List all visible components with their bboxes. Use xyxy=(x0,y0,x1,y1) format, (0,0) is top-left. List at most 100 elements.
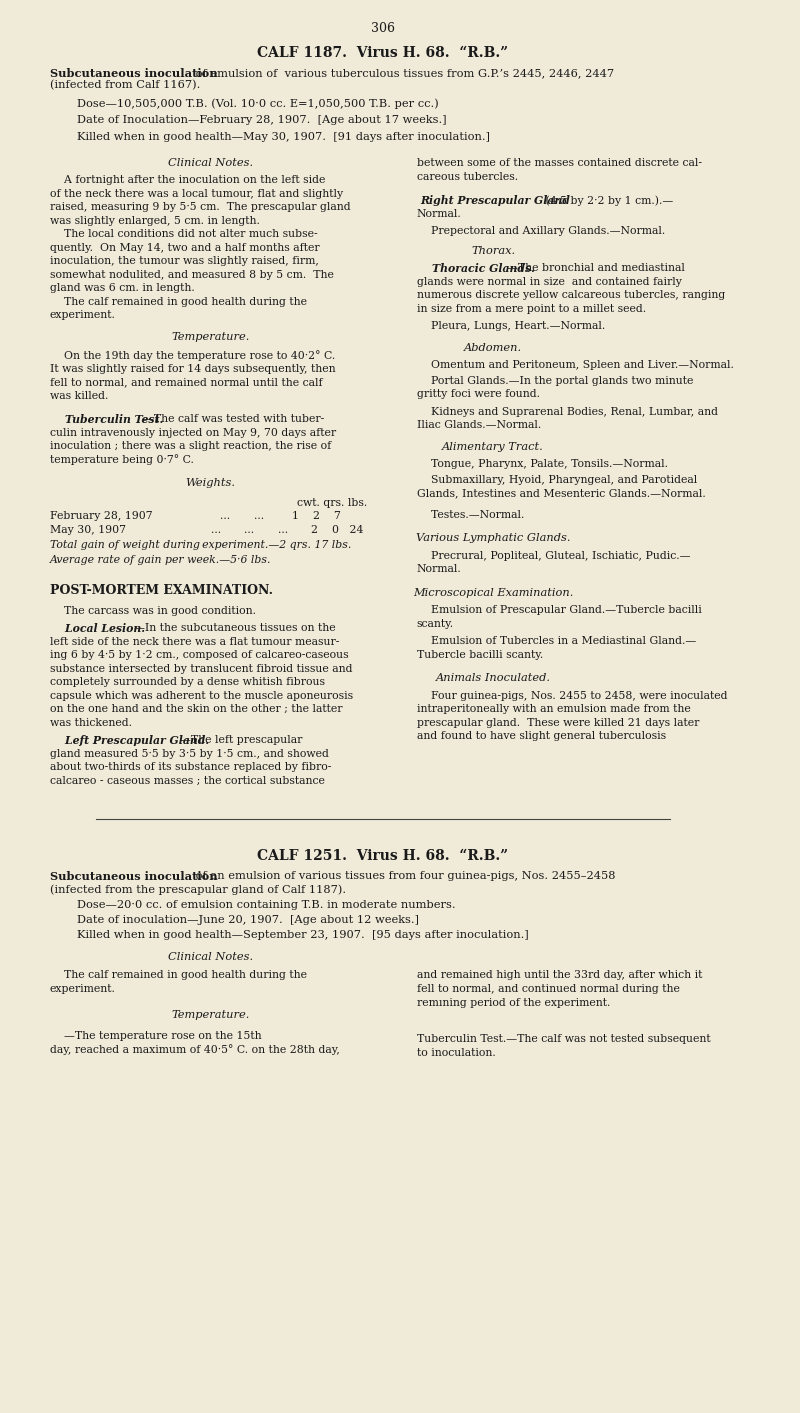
Text: capsule which was adherent to the muscle aponeurosis: capsule which was adherent to the muscle… xyxy=(50,691,353,701)
Text: Tongue, Pharynx, Palate, Tonsils.—Normal.: Tongue, Pharynx, Palate, Tonsils.—Normal… xyxy=(417,459,667,469)
Text: It was slightly raised for 14 days subsequently, then: It was slightly raised for 14 days subse… xyxy=(50,363,335,373)
Text: —The calf was tested with tuber-: —The calf was tested with tuber- xyxy=(142,414,324,424)
Text: to inoculation.: to inoculation. xyxy=(417,1047,495,1057)
Text: fell to normal, and continued normal during the: fell to normal, and continued normal dur… xyxy=(417,983,679,993)
Text: Temperature.: Temperature. xyxy=(171,332,250,342)
Text: ...: ... xyxy=(220,512,230,521)
Text: (infected from the prescapular gland of Calf 1187).: (infected from the prescapular gland of … xyxy=(50,885,346,894)
Text: Clinical Notes.: Clinical Notes. xyxy=(168,952,254,962)
Text: Emulsion of Tubercles in a Mediastinal Gland.—: Emulsion of Tubercles in a Mediastinal G… xyxy=(417,636,696,646)
Text: Killed when in good health—September 23, 1907.  [95 days after inoculation.]: Killed when in good health—September 23,… xyxy=(77,930,528,940)
Text: 2    0   24: 2 0 24 xyxy=(311,524,363,534)
Text: Microscopical Examination.: Microscopical Examination. xyxy=(413,588,574,598)
Text: May 30, 1907: May 30, 1907 xyxy=(50,524,126,534)
Text: gritty foci were found.: gritty foci were found. xyxy=(417,389,539,398)
Text: and found to have slight general tuberculosis: and found to have slight general tubercu… xyxy=(417,731,666,740)
Text: substance intersected by translucent fibroid tissue and: substance intersected by translucent fib… xyxy=(50,664,352,674)
Text: calcareo - caseous masses ; the cortical substance: calcareo - caseous masses ; the cortical… xyxy=(50,776,325,786)
Text: Precrural, Popliteal, Gluteal, Ischiatic, Pudic.—: Precrural, Popliteal, Gluteal, Ischiatic… xyxy=(417,551,690,561)
Text: Local Lesion.: Local Lesion. xyxy=(50,623,145,634)
Text: inoculation ; there was a slight reaction, the rise of: inoculation ; there was a slight reactio… xyxy=(50,441,331,451)
Text: Pleura, Lungs, Heart.—Normal.: Pleura, Lungs, Heart.—Normal. xyxy=(417,321,605,331)
Text: ...: ... xyxy=(244,524,254,534)
Text: ...: ... xyxy=(210,524,221,534)
Text: scanty.: scanty. xyxy=(417,619,454,629)
Text: experiment.: experiment. xyxy=(50,309,116,319)
Text: The carcass was in good condition.: The carcass was in good condition. xyxy=(50,606,256,616)
Text: Dose—10,505,000 T.B. (Vol. 10·0 cc. E=1,050,500 T.B. per cc.): Dose—10,505,000 T.B. (Vol. 10·0 cc. E=1,… xyxy=(77,97,438,109)
Text: Thorax.: Thorax. xyxy=(471,246,515,256)
Text: Emulsion of Prescapular Gland.—Tubercle bacilli: Emulsion of Prescapular Gland.—Tubercle … xyxy=(417,605,702,615)
Text: Animals Inoculated.: Animals Inoculated. xyxy=(436,673,550,682)
Text: CALF 1187.  Virus H. 68.  “R.B.”: CALF 1187. Virus H. 68. “R.B.” xyxy=(258,47,509,59)
Text: Tuberculin Test.: Tuberculin Test. xyxy=(50,414,163,425)
Text: and remained high until the 33rd day, after which it: and remained high until the 33rd day, af… xyxy=(417,971,702,981)
Text: remıning period of the experiment.: remıning period of the experiment. xyxy=(417,998,610,1007)
Text: The local conditions did not alter much subse-: The local conditions did not alter much … xyxy=(50,229,318,239)
Text: Date of inoculation—June 20, 1907.  [Age about 12 weeks.]: Date of inoculation—June 20, 1907. [Age … xyxy=(77,916,418,926)
Text: Tuberculin Test.—The calf was not tested subsequent: Tuberculin Test.—The calf was not tested… xyxy=(417,1034,710,1044)
Text: Glands, Intestines and Mesenteric Glands.—Normal.: Glands, Intestines and Mesenteric Glands… xyxy=(417,487,706,497)
Text: Kidneys and Suprarenal Bodies, Renal, Lumbar, and: Kidneys and Suprarenal Bodies, Renal, Lu… xyxy=(417,407,718,417)
Text: in size from a mere point to a millet seed.: in size from a mere point to a millet se… xyxy=(417,304,646,314)
Text: Portal Glands.—In the portal glands two minute: Portal Glands.—In the portal glands two … xyxy=(417,376,693,386)
Text: —The bronchial and mediastinal: —The bronchial and mediastinal xyxy=(507,263,686,273)
Text: Subcutaneous inoculation: Subcutaneous inoculation xyxy=(50,68,218,79)
Text: gland was 6 cm. in length.: gland was 6 cm. in length. xyxy=(50,283,194,292)
Text: Dose—20·0 cc. of emulsion containing T.B. in moderate numbers.: Dose—20·0 cc. of emulsion containing T.B… xyxy=(77,900,455,910)
Text: ...: ... xyxy=(254,512,264,521)
Text: Iliac Glands.—Normal.: Iliac Glands.—Normal. xyxy=(417,420,541,430)
Text: numerous discrete yellow calcareous tubercles, ranging: numerous discrete yellow calcareous tube… xyxy=(417,290,725,300)
Text: Normal.: Normal. xyxy=(417,209,462,219)
Text: was thickened.: was thickened. xyxy=(50,718,132,728)
Text: Weights.: Weights. xyxy=(186,478,236,487)
Text: Omentum and Peritoneum, Spleen and Liver.—Normal.: Omentum and Peritoneum, Spleen and Liver… xyxy=(417,360,734,370)
Text: fell to normal, and remained normal until the calf: fell to normal, and remained normal unti… xyxy=(50,377,322,387)
Text: ...: ... xyxy=(278,524,288,534)
Text: 1    2    7: 1 2 7 xyxy=(292,512,341,521)
Text: of an emulsion of various tissues from four guinea-pigs, Nos. 2455–2458: of an emulsion of various tissues from f… xyxy=(193,870,616,880)
Text: The calf remained in good health during the: The calf remained in good health during … xyxy=(50,297,306,307)
Text: The calf remained in good health during the: The calf remained in good health during … xyxy=(50,971,306,981)
Text: (4·5 by 2·2 by 1 cm.).—: (4·5 by 2·2 by 1 cm.).— xyxy=(542,195,673,205)
Text: careous tubercles.: careous tubercles. xyxy=(417,171,518,181)
Text: cwt. qrs. lbs.: cwt. qrs. lbs. xyxy=(297,497,367,507)
Text: was slightly enlarged, 5 cm. in length.: was slightly enlarged, 5 cm. in length. xyxy=(50,216,260,226)
Text: (infected from Calf 1167).: (infected from Calf 1167). xyxy=(50,81,200,90)
Text: Subcutaneous inoculation: Subcutaneous inoculation xyxy=(50,870,218,882)
Text: Date of Inoculation—February 28, 1907.  [Age about 17 weeks.]: Date of Inoculation—February 28, 1907. [… xyxy=(77,114,446,124)
Text: Four guinea-pigs, Nos. 2455 to 2458, were inoculated: Four guinea-pigs, Nos. 2455 to 2458, wer… xyxy=(417,691,727,701)
Text: Abdomen.: Abdomen. xyxy=(464,342,522,352)
Text: Prepectoral and Axillary Glands.—Normal.: Prepectoral and Axillary Glands.—Normal. xyxy=(417,226,665,236)
Text: ing 6 by 4·5 by 1·2 cm., composed of calcareo-caseous: ing 6 by 4·5 by 1·2 cm., composed of cal… xyxy=(50,650,349,660)
Text: Killed when in good health—May 30, 1907.  [91 days after inoculation.]: Killed when in good health—May 30, 1907.… xyxy=(77,131,490,141)
Text: Average rate of gain per week.—5·6 lbs.: Average rate of gain per week.—5·6 lbs. xyxy=(50,554,271,565)
Text: quently.  On May 14, two and a half months after: quently. On May 14, two and a half month… xyxy=(50,243,319,253)
Text: glands were normal in size  and contained fairly: glands were normal in size and contained… xyxy=(417,277,682,287)
Text: Temperature.: Temperature. xyxy=(171,1009,250,1020)
Text: Left Prescapular Gland.: Left Prescapular Gland. xyxy=(50,735,209,746)
Text: Various Lymphatic Glands.: Various Lymphatic Glands. xyxy=(416,533,570,543)
Text: Testes.—Normal.: Testes.—Normal. xyxy=(417,510,524,520)
Text: of the neck there was a local tumour, flat and slightly: of the neck there was a local tumour, fl… xyxy=(50,188,343,198)
Text: experiment.: experiment. xyxy=(50,983,116,993)
Text: culin intravenously injected on May 9, 70 days after: culin intravenously injected on May 9, 7… xyxy=(50,428,336,438)
Text: —The left prescapular: —The left prescapular xyxy=(180,735,302,745)
Text: February 28, 1907: February 28, 1907 xyxy=(50,512,153,521)
Text: Right Prescapular Gland: Right Prescapular Gland xyxy=(420,195,570,206)
Text: left side of the neck there was a flat tumour measur-: left side of the neck there was a flat t… xyxy=(50,636,339,647)
Text: —In the subcutaneous tissues on the: —In the subcutaneous tissues on the xyxy=(134,623,336,633)
Text: gland measured 5·5 by 3·5 by 1·5 cm., and showed: gland measured 5·5 by 3·5 by 1·5 cm., an… xyxy=(50,749,329,759)
Text: Tubercle bacilli scanty.: Tubercle bacilli scanty. xyxy=(417,650,542,660)
Text: On the 19th day the temperature rose to 40·2° C.: On the 19th day the temperature rose to … xyxy=(50,350,335,360)
Text: Thoracic Glands.: Thoracic Glands. xyxy=(417,263,534,274)
Text: POST-MORTEM EXAMINATION.: POST-MORTEM EXAMINATION. xyxy=(50,584,273,598)
Text: A fortnight after the inoculation on the left side: A fortnight after the inoculation on the… xyxy=(50,175,325,185)
Text: between some of the masses contained discrete cal-: between some of the masses contained dis… xyxy=(417,158,702,168)
Text: day, reached a maximum of 40·5° C. on the 28th day,: day, reached a maximum of 40·5° C. on th… xyxy=(50,1044,340,1056)
Text: 306: 306 xyxy=(371,23,395,35)
Text: Alimentary Tract.: Alimentary Tract. xyxy=(442,441,544,452)
Text: Submaxillary, Hyoid, Pharyngeal, and Parotideal: Submaxillary, Hyoid, Pharyngeal, and Par… xyxy=(417,475,697,485)
Text: about two-thirds of its substance replaced by fibro-: about two-thirds of its substance replac… xyxy=(50,762,331,771)
Text: CALF 1251.  Virus H. 68.  “R.B.”: CALF 1251. Virus H. 68. “R.B.” xyxy=(258,849,509,863)
